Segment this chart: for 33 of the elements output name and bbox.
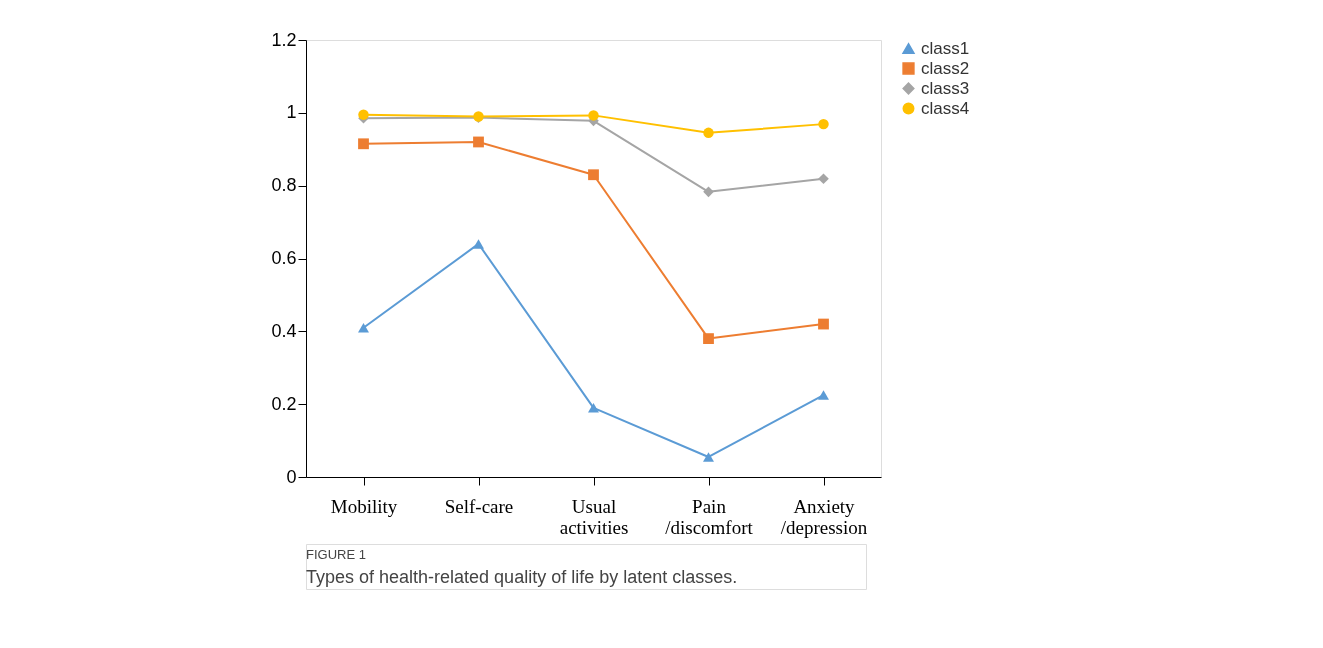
point	[358, 138, 369, 150]
point	[588, 403, 599, 413]
legend-label: class4	[921, 98, 970, 118]
point	[588, 169, 599, 181]
x-tick-label: Pain /discomfort	[665, 495, 754, 538]
y-tick-label: 1	[286, 102, 297, 123]
point	[358, 109, 369, 120]
x-tick-label: Anxiety /depression	[780, 495, 868, 538]
y-tick-label: 1.2	[271, 29, 297, 50]
point	[818, 173, 829, 185]
point	[818, 390, 829, 400]
caption: FIGURE 1	[306, 547, 366, 563]
y-tick-label: 0.2	[271, 393, 297, 414]
y-tick-label: 0.4	[271, 320, 297, 341]
point	[703, 333, 714, 345]
y-tick-label: 0.6	[271, 248, 297, 268]
x-tick-label: Self-care	[444, 495, 514, 517]
y-tick-label: 0	[286, 466, 297, 487]
point	[473, 239, 484, 249]
text: Types of health-related quality of life by latent classes.	[306, 566, 738, 587]
point	[358, 322, 369, 333]
legend-label: class3	[921, 78, 970, 98]
point	[818, 118, 829, 130]
point	[818, 318, 829, 330]
legend-label: class1	[921, 38, 970, 58]
point	[473, 136, 484, 148]
point	[703, 452, 714, 462]
x-tick-label: Usual activities	[559, 495, 629, 538]
point	[703, 127, 714, 139]
y-tick-label: 0.8	[271, 175, 297, 196]
legend-label: class2	[921, 58, 970, 78]
point	[588, 110, 599, 121]
x-tick-label: Mobility	[330, 495, 398, 517]
